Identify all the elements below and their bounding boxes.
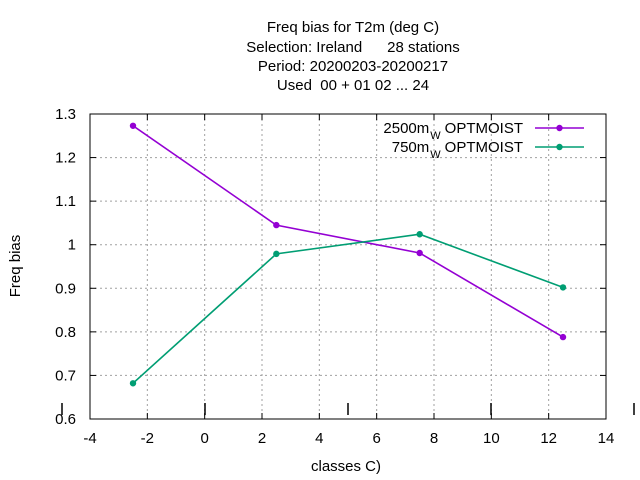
x-axis-label: classes C) [311,458,381,475]
data-point [273,221,280,229]
series-0 [129,122,567,341]
x-tick-label: -2 [141,430,154,447]
grid [90,114,606,419]
title-line-2: Selection: Ireland 28 stations [246,39,459,56]
data-point [416,231,423,238]
axes: -4 -2 0 2 4 6 8 10 12 14 0.6 0.7 0.8 0.9 1 1.1 1.2 1.3 [55,106,635,447]
x-tick-label: 6 [372,430,380,447]
y-tick-label: 1.3 [55,106,76,123]
title-line-1: Freq bias for T2m (deg C) [267,19,439,36]
x-tick-label: 8 [430,430,438,447]
legend-entry: 750mW OPTMOIST [392,139,584,161]
legend-label: 2500mW OPTMOIST [383,120,523,142]
series-line [132,233,564,384]
y-tick-label: 1.1 [55,193,76,210]
series-layer [129,122,567,387]
plot-frame [89,113,607,420]
series-1 [129,231,567,387]
y-tick-label: 0.8 [55,324,76,341]
x-tick-label: 14 [598,430,615,447]
y-tick-label: 0.6 [55,411,76,428]
y-tick-label: 1.2 [55,150,76,167]
y-tick-label: 1 [68,237,76,254]
legend-marker [556,143,563,151]
legend-marker [556,124,563,132]
y-tick-label: 0.9 [55,280,76,297]
legend-label: 750mW OPTMOIST [392,139,523,161]
data-point [129,380,137,387]
title-line-4: Used 00 + 01 02 ... 24 [277,77,429,94]
x-tick-label: 4 [315,430,323,447]
x-tick-label: 2 [258,430,266,447]
y-tick-label: 0.7 [55,367,76,384]
legend-entry: 2500mW OPTMOIST [383,120,584,142]
data-point [416,249,423,257]
x-tick-label: 0 [200,430,208,447]
series-line [132,125,564,338]
x-tick-label: 12 [540,430,557,447]
x-tick-label: 10 [483,430,500,447]
data-point [559,333,567,341]
title-line-3: Period: 20200203-20200217 [258,58,448,75]
data-point [559,284,567,291]
y-axis-label: Freq bias [7,235,24,298]
data-point [273,250,280,258]
data-point [129,122,137,129]
chart-title: Freq bias for T2m (deg C) Selection: Ire… [246,19,459,94]
x-tick-label: -4 [83,430,96,447]
